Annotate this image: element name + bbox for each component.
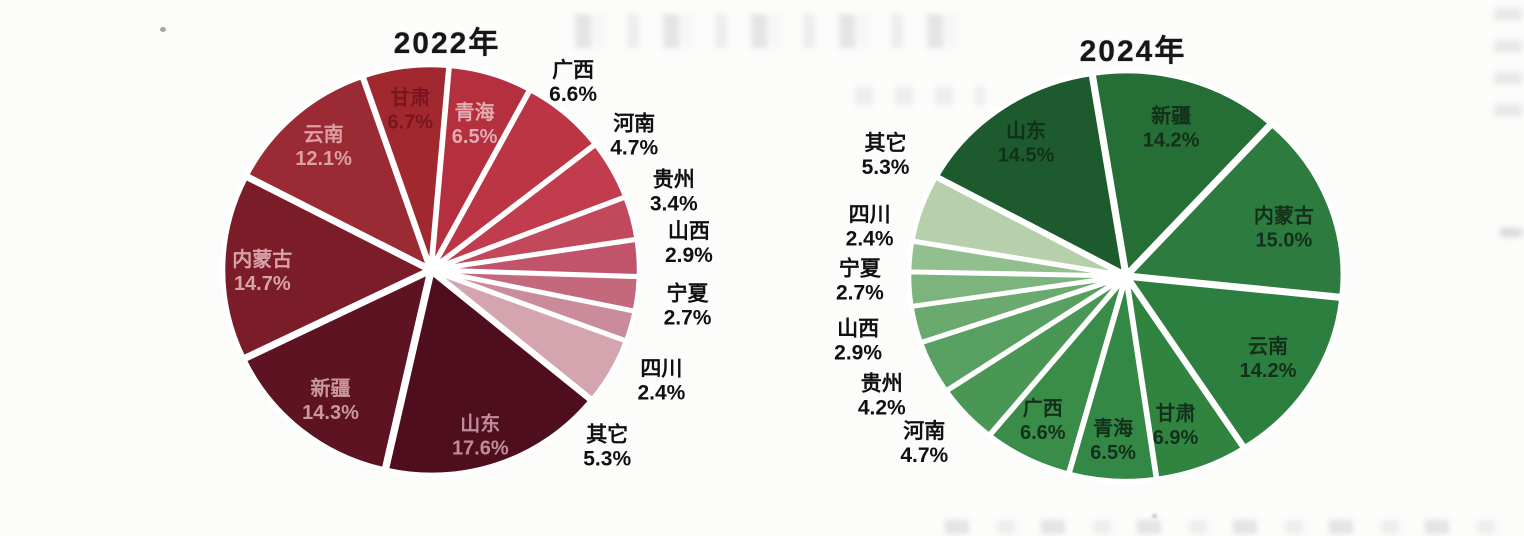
pie-2022-label-shandong: 山东 17.6% xyxy=(452,411,509,459)
pie-2024-label-qinghai: 青海 6.5% xyxy=(1090,416,1136,464)
pie-2024-label-ningxia: 宁夏 2.7% xyxy=(836,256,884,304)
pie-2022-label-xinjiang: 新疆 14.3% xyxy=(302,376,359,424)
pie-2024-label-shanxi: 山西 2.9% xyxy=(834,318,882,365)
pie-2022-label-ningxia: 宁夏 2.7% xyxy=(664,282,712,330)
pie-2024-slice-xinjiang xyxy=(1091,68,1273,276)
pie-2024-label-sichuan: 四川 2.4% xyxy=(846,204,894,251)
pie-2024-label-other: 其它 5.3% xyxy=(862,131,910,179)
pie-2022-label-other: 其它 5.3% xyxy=(583,422,631,470)
pie-2022-slice-yunnan xyxy=(244,74,432,270)
pie-2022-slice-xinjiang xyxy=(242,270,432,472)
pie-2022-label-henan: 河南 4.7% xyxy=(610,111,658,159)
pie-2022-label-yunnan: 云南 12.1% xyxy=(295,123,352,170)
pie-2024-label-guizhou: 贵州 4.2% xyxy=(858,373,906,420)
pie-2022-label-gansu: 甘肃 6.7% xyxy=(388,87,434,134)
pie-2024-center-hub xyxy=(1119,269,1133,283)
pie-chart-title-2022: 2022年 xyxy=(393,27,501,60)
pie-2022-label-qinghai: 青海 6.5% xyxy=(452,100,498,148)
pie-2024-label-henan: 河南 4.7% xyxy=(900,419,948,467)
pie-2024-slice-neimenggu xyxy=(1126,122,1346,299)
pie-2024-label-neimenggu: 内蒙古 15.0% xyxy=(1254,204,1314,252)
pie-2024-label-xinjiang: 新疆 14.2% xyxy=(1143,104,1200,152)
pie-2024-label-guangxi: 广西 6.6% xyxy=(1020,396,1066,444)
pie-2022-center-hub xyxy=(424,263,438,277)
pie-2024-slice-yunnan xyxy=(1126,275,1344,450)
pie-2024-label-gansu: 甘肃 6.9% xyxy=(1153,402,1199,449)
pie-2024-slice-shandong xyxy=(934,71,1127,276)
pie-2024-label-yunnan: 云南 14.2% xyxy=(1240,335,1297,382)
pie-2024-label-shandong: 山东 14.5% xyxy=(998,119,1055,167)
pie-2022-label-sichuan: 四川 2.4% xyxy=(637,358,685,405)
pie-2022-label-guangxi: 广西 6.6% xyxy=(549,58,597,106)
pie-2022-slice-gansu xyxy=(361,62,451,270)
pie-2022-label-shanxi: 山西 2.9% xyxy=(665,220,713,267)
pie-chart-title-2024: 2024年 xyxy=(1079,35,1187,68)
pie-2022: 青海 6.5% 广西 6.6% 河南 4.7% 贵州 3.4% 山西 2.9% 宁夏 2.7% 四川 2.… xyxy=(220,58,713,478)
pie-2022-label-guizhou: 贵州 3.4% xyxy=(650,168,698,215)
pie-2022-slice-neimenggu xyxy=(220,175,431,360)
pie-2022-slice-shandong xyxy=(384,270,593,478)
pie-2024: 新疆 14.2% 内蒙古 15.0% 云南 14.2% 甘肃 6.9% 青海 6.5% 广西 6.6%… xyxy=(834,68,1346,484)
pie-2022-label-neimenggu: 内蒙古 14.7% xyxy=(232,247,292,295)
